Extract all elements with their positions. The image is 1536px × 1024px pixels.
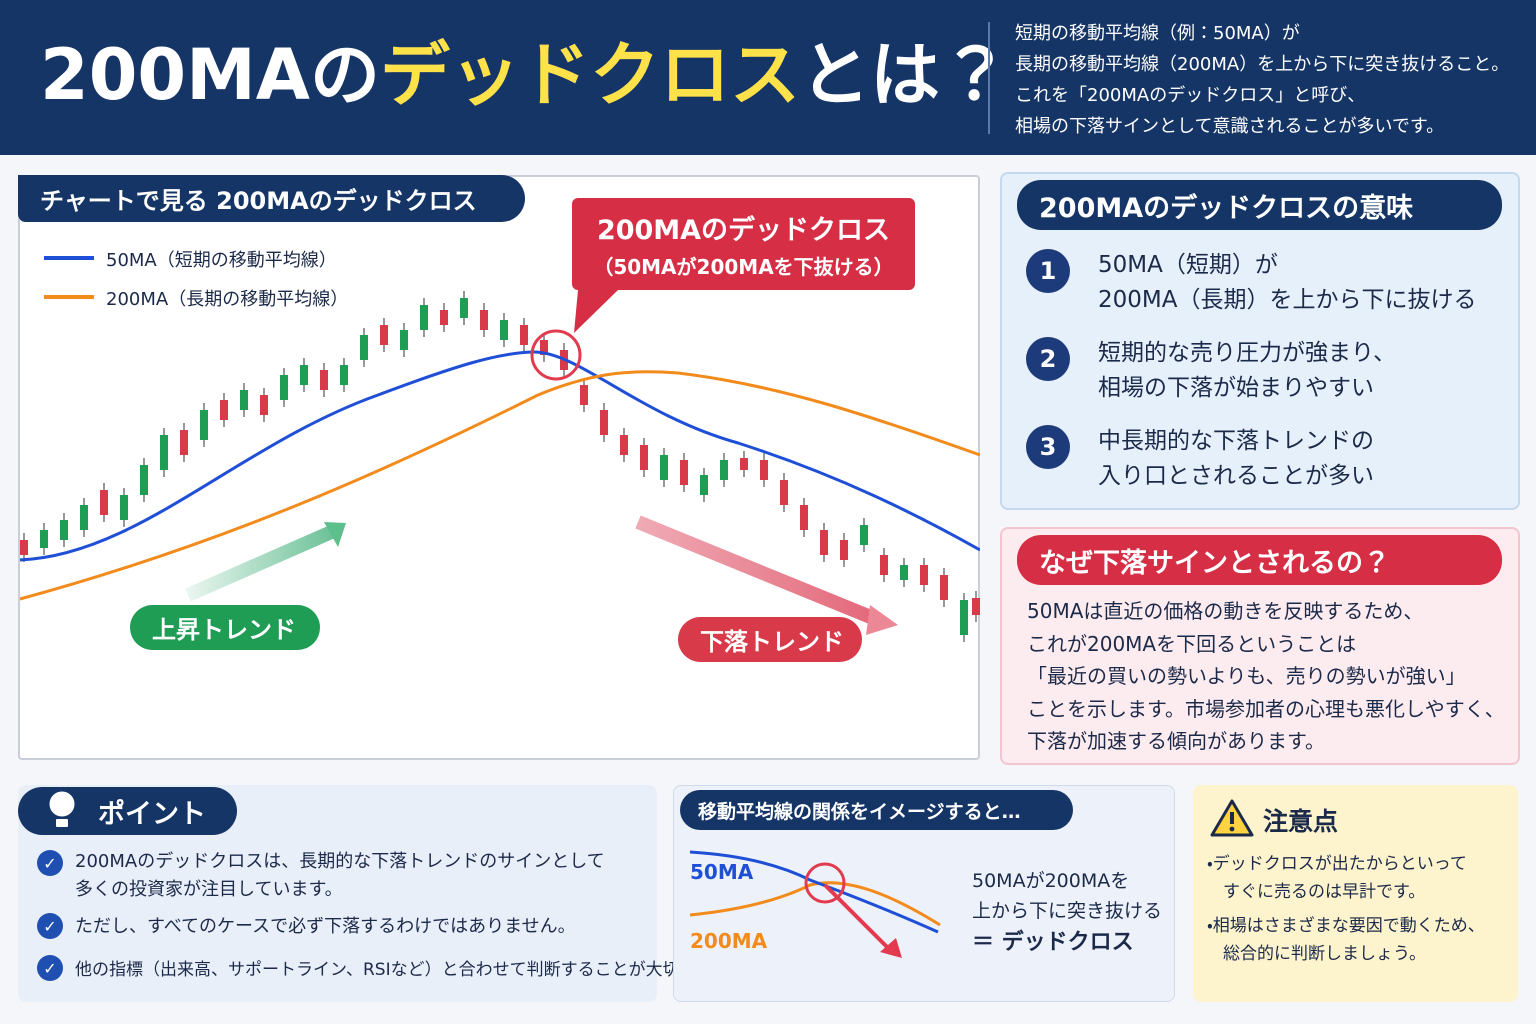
title-part: 200MAの bbox=[40, 34, 380, 116]
ma200-label: 200MA bbox=[690, 929, 768, 953]
description-line: 長期の移動平均線（200MA）を上から下に突き抜けること。 bbox=[1015, 54, 1510, 75]
line: ＝ デッドクロス bbox=[972, 930, 1134, 955]
title-part: とは？ bbox=[799, 34, 1010, 116]
line: 50MA（短期）が bbox=[1098, 252, 1278, 278]
caution-panel bbox=[1193, 785, 1518, 1002]
description-line: これを「200MAのデッドクロス」と呼び、 bbox=[1015, 85, 1366, 106]
description: 短期の移動平均線（例：50MA）が 長期の移動平均線（200MA）を上から下に突… bbox=[1015, 18, 1509, 142]
check-icon: ✓ bbox=[37, 850, 63, 876]
line: 入り口とされることが多い bbox=[1098, 463, 1374, 489]
ma50-label: 50MA bbox=[690, 860, 754, 884]
line: すぐに売るのは早計です。 bbox=[1223, 882, 1426, 902]
line: ・相場はさまざまな要因で動くため、 bbox=[1207, 916, 1485, 936]
line: 短期的な売り圧力が強まり、 bbox=[1098, 340, 1397, 366]
image-text: 50MAが200MAを上から下に突き抜ける ＝ デッドクロス bbox=[972, 866, 1162, 958]
bulb-icon bbox=[46, 788, 78, 829]
caution-heading: 注意点 bbox=[1263, 807, 1339, 836]
down-trend-label: 下落トレンド bbox=[678, 617, 862, 662]
down-arrow bbox=[635, 515, 881, 627]
description-line: 相場の下落サインとして意識されることが多いです。 bbox=[1015, 116, 1445, 137]
line: 多くの投資家が注目しています。 bbox=[75, 879, 343, 900]
chart-illustration bbox=[19, 256, 980, 642]
down-arrow-head bbox=[866, 605, 898, 635]
candles bbox=[20, 291, 980, 642]
why-text: 50MAは直近の価格の動きを反映するため、 これが200MAを下回るということは「… bbox=[1027, 595, 1505, 758]
up-trend-label: 上昇トレンド bbox=[130, 605, 320, 650]
line: ただし、すべてのケースで必ず下落するわけではありません。 bbox=[75, 916, 576, 937]
point-text: 200MAのデッドクロスは、長期的な下落トレンドのサインとして 多くの投資家が注目… bbox=[75, 848, 605, 904]
callout: 200MAのデッドクロス （50MAが200MAを下抜ける） bbox=[572, 198, 915, 290]
line: 相場の下落が始まりやすい bbox=[1098, 375, 1374, 401]
callout-subtitle: （50MAが200MAを下抜ける） bbox=[593, 255, 894, 279]
check-icon: ✓ bbox=[37, 913, 63, 939]
description-line: 短期の移動平均線（例：50MA）が bbox=[1015, 23, 1300, 44]
chart-label: チャートで見る 200MAのデッドクロス bbox=[18, 175, 525, 222]
caution-text: ・デッドクロスが出たからといってすぐに売るのは早計です。 ・相場はさまざまな要因… bbox=[1207, 850, 1485, 968]
line: 「最近の買いの勢いよりも、売りの勢いが強い」 bbox=[1027, 664, 1466, 688]
meaning-text: 短期的な売り圧力が強まり、 相場の下落が始まりやすい bbox=[1098, 336, 1396, 406]
cross-marker bbox=[530, 329, 582, 381]
line: ・デッドクロスが出たからといって bbox=[1207, 854, 1467, 874]
line: 下落が加速する傾向があります。 bbox=[1027, 729, 1325, 753]
line: 上から下に突き抜ける bbox=[972, 900, 1163, 922]
item-number: 3 bbox=[1026, 425, 1070, 469]
meaning-heading: 200MAのデッドクロスの意味 bbox=[1017, 180, 1502, 230]
image-heading: 移動平均線の関係をイメージすると… bbox=[680, 790, 1073, 830]
line: 総合的に判断しましょう。 bbox=[1223, 944, 1426, 964]
item-number: 2 bbox=[1026, 337, 1070, 381]
why-heading: なぜ下落サインとされるの？ bbox=[1017, 535, 1502, 585]
line: 200MAのデッドクロスは、長期的な下落トレンドのサインとして bbox=[75, 851, 605, 872]
rising-candles bbox=[40, 298, 968, 635]
line: 中長期的な下落トレンドの bbox=[1098, 428, 1374, 454]
line: ことを示します。市場参加者の心理も悪化しやすく、 bbox=[1027, 696, 1505, 721]
check-icon: ✓ bbox=[37, 955, 63, 981]
legend-entry: 200MA（長期の移動平均線） bbox=[106, 289, 349, 310]
line: 50MAが200MAを bbox=[972, 870, 1130, 892]
title: 200MAのデッドクロスとは？ bbox=[40, 30, 1010, 120]
point-text: 他の指標（出来高、サポートライン、RSIなど）と合わせて判断することが大切です。 bbox=[75, 955, 729, 980]
callout-pointer bbox=[574, 290, 618, 333]
line: これが200MAを下回るということは bbox=[1027, 631, 1357, 656]
title-highlight: デッドクロス bbox=[379, 34, 800, 116]
mini-chart bbox=[689, 850, 941, 958]
divider bbox=[988, 22, 990, 134]
line: 他の指標（出来高、サポートライン、RSIなど）と合わせて判断することが大切です。 bbox=[75, 960, 729, 980]
meaning-text: 中長期的な下落トレンドの 入り口とされることが多い bbox=[1098, 424, 1374, 494]
ma200-line bbox=[19, 370, 980, 601]
warning-icon bbox=[1210, 799, 1254, 837]
meaning-text: 50MA（短期）が 200MA（長期）を上から下に抜ける bbox=[1098, 248, 1476, 318]
legend-entry: 50MA（短期の移動平均線） bbox=[106, 250, 337, 271]
callout-title: 200MAのデッドクロス bbox=[596, 215, 891, 246]
item-number: 1 bbox=[1026, 249, 1070, 293]
line: 50MAは直近の価格の動きを反映するため、 bbox=[1027, 599, 1424, 623]
point-text: ただし、すべてのケースで必ず下落するわけではありません。 bbox=[75, 912, 576, 938]
up-arrow-head bbox=[324, 522, 346, 547]
up-arrow bbox=[185, 523, 339, 602]
header bbox=[0, 0, 1536, 155]
line: 200MA（長期）を上から下に抜ける bbox=[1098, 287, 1477, 313]
